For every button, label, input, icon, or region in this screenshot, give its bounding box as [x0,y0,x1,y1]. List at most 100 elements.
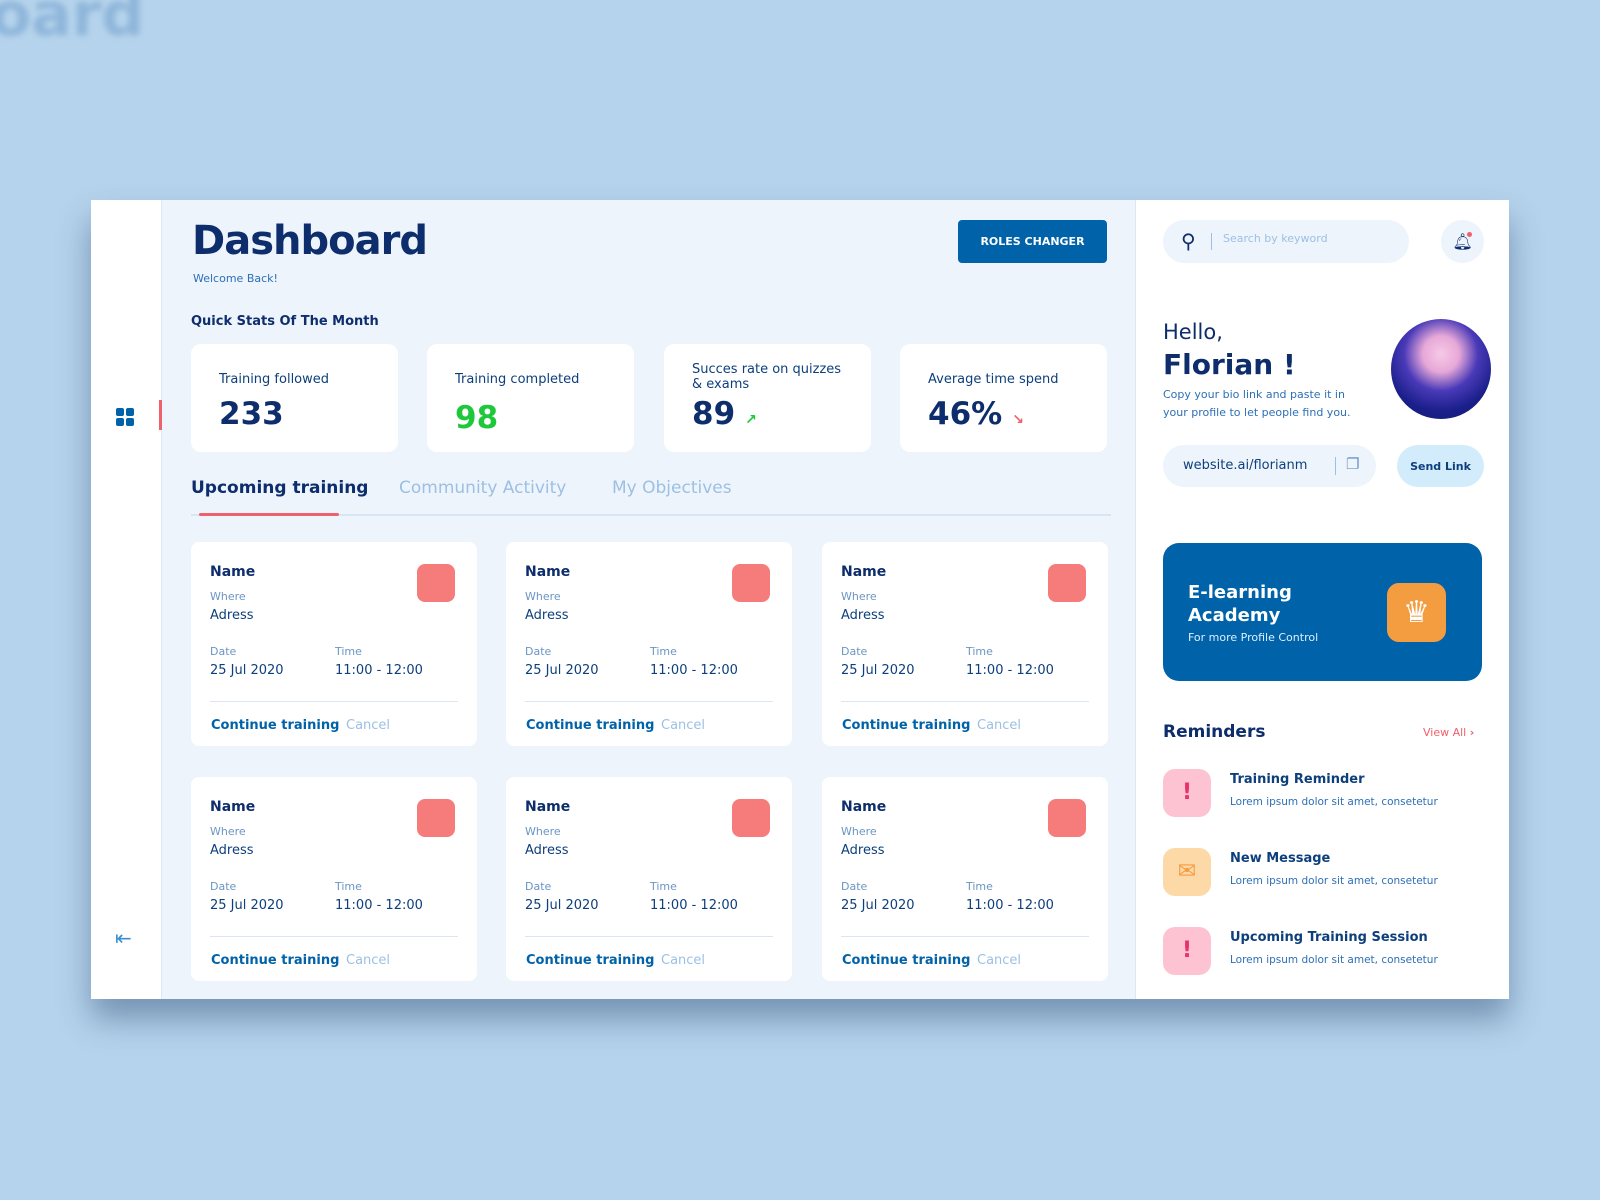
time-value: 11:00 - 12:00 [650,663,738,678]
dashboard-window: ⇤ Dashboard Welcome Back! ROLES CHANGER … [91,200,1509,999]
date-value: 25 Jul 2020 [841,898,915,913]
divider [525,701,773,702]
time-value: 11:00 - 12:00 [335,898,423,913]
welcome-text: Welcome Back! [193,272,278,285]
stat-label: Training followed [219,372,330,387]
stat-label: Training completed [455,372,580,387]
where-value: Adress [841,608,885,623]
training-thumbnail [1048,799,1086,837]
training-card: Name Where Adress Date 25 Jul 2020 Time 11:00 … [191,777,477,981]
date-label: Date [210,645,237,658]
active-tab-underline [199,513,339,516]
cancel-button[interactable]: Cancel [346,953,391,968]
stat-label: Succes rate on quizzes & exams [692,362,842,392]
time-value: 11:00 - 12:00 [335,663,423,678]
cancel-button[interactable]: Cancel [346,718,391,733]
training-card: Name Where Adress Date 25 Jul 2020 Time 11:00 … [506,777,792,981]
reminder-desc: Lorem ipsum dolor sit amet, consetetur [1230,875,1438,887]
copy-icon[interactable]: ❐ [1346,455,1360,473]
reminders-title: Reminders [1163,722,1266,742]
cancel-button[interactable]: Cancel [661,718,706,733]
logout-icon[interactable]: ⇤ [115,926,132,950]
where-label: Where [841,825,877,838]
bio-link-field[interactable]: website.ai/florianm ❐ [1163,445,1376,487]
continue-training-button[interactable]: Continue training [526,953,655,968]
search-icon[interactable]: ⚲ [1181,229,1196,253]
divider [210,936,458,937]
sidebar: ⇤ [91,200,162,999]
divider [841,936,1089,937]
time-label: Time [335,645,362,658]
training-thumbnail [732,564,770,602]
cancel-button[interactable]: Cancel [977,718,1022,733]
date-label: Date [841,645,868,658]
bio-hint: Copy your bio link and paste it in your … [1163,388,1351,419]
search-input[interactable] [1223,232,1393,245]
stat-card: Average time spend 46% ↘ [900,344,1107,452]
tab-upcoming-training[interactable]: Upcoming training [191,478,369,498]
training-name: Name [210,799,256,815]
where-value: Adress [210,843,254,858]
divider [1335,457,1336,475]
cancel-button[interactable]: Cancel [977,953,1022,968]
where-value: Adress [210,608,254,623]
tab-community-activity[interactable]: Community Activity [399,478,567,498]
time-value: 11:00 - 12:00 [650,898,738,913]
tab-bar: Upcoming training Community Activity My … [191,476,1111,516]
tab-my-objectives[interactable]: My Objectives [612,478,732,498]
stat-value: 89 ↗ [692,396,757,432]
quick-stats-label: Quick Stats Of The Month [191,314,379,329]
continue-training-button[interactable]: Continue training [842,718,971,733]
view-all-link[interactable]: View All › [1423,726,1475,739]
reminder-item[interactable]: ! Upcoming Training Session Lorem ipsum … [1163,927,1483,975]
reminder-item[interactable]: ! Training Reminder Lorem ipsum dolor si… [1163,769,1483,817]
training-thumbnail [1048,564,1086,602]
date-label: Date [525,645,552,658]
continue-training-button[interactable]: Continue training [842,953,971,968]
roles-changer-button[interactable]: ROLES CHANGER [958,220,1107,263]
where-label: Where [841,590,877,603]
trend-up-icon: ↗ [745,412,757,428]
stat-value: 46% ↘ [928,396,1024,432]
mail-icon: ✉ [1163,848,1211,896]
continue-training-button[interactable]: Continue training [211,953,340,968]
stat-label: Average time spend [928,372,1059,387]
academy-subtitle: For more Profile Control [1188,631,1319,644]
time-value: 11:00 - 12:00 [966,898,1054,913]
continue-training-button[interactable]: Continue training [526,718,655,733]
stat-value: 233 [219,396,284,432]
training-card: Name Where Adress Date 25 Jul 2020 Time 11:00 … [822,542,1108,746]
cancel-button[interactable]: Cancel [661,953,706,968]
divider [210,701,458,702]
where-label: Where [525,590,561,603]
stat-card: Training completed 98 [427,344,634,452]
main-content: Dashboard Welcome Back! ROLES CHANGER Qu… [162,200,1135,999]
stat-card: Succes rate on quizzes & exams 89 ↗ [664,344,871,452]
notification-bell-icon[interactable]: 🔔︎ [1441,220,1484,263]
training-thumbnail [417,564,455,602]
training-name: Name [841,564,887,580]
active-indicator [159,400,162,430]
training-thumbnail [417,799,455,837]
send-link-button[interactable]: Send Link [1397,445,1484,487]
date-label: Date [210,880,237,893]
divider [841,701,1089,702]
reminder-desc: Lorem ipsum dolor sit amet, consetetur [1230,796,1438,808]
avatar[interactable] [1391,319,1491,419]
continue-training-button[interactable]: Continue training [211,718,340,733]
reminder-title: Upcoming Training Session [1230,930,1428,945]
academy-card[interactable]: E-learning Academy For more Profile Cont… [1163,543,1482,681]
reminder-item[interactable]: ✉ New Message Lorem ipsum dolor sit amet… [1163,848,1483,896]
time-label: Time [650,645,677,658]
training-card: Name Where Adress Date 25 Jul 2020 Time 11:00 … [506,542,792,746]
greeting: Hello, [1163,320,1223,344]
time-value: 11:00 - 12:00 [966,663,1054,678]
academy-title: E-learning Academy [1188,582,1292,626]
date-value: 25 Jul 2020 [210,663,284,678]
reminder-desc: Lorem ipsum dolor sit amet, consetetur [1230,954,1438,966]
crown-icon: ♛ [1387,583,1446,642]
dashboard-grid-icon[interactable] [116,408,134,426]
date-value: 25 Jul 2020 [525,663,599,678]
where-value: Adress [841,843,885,858]
alert-icon: ! [1163,769,1211,817]
